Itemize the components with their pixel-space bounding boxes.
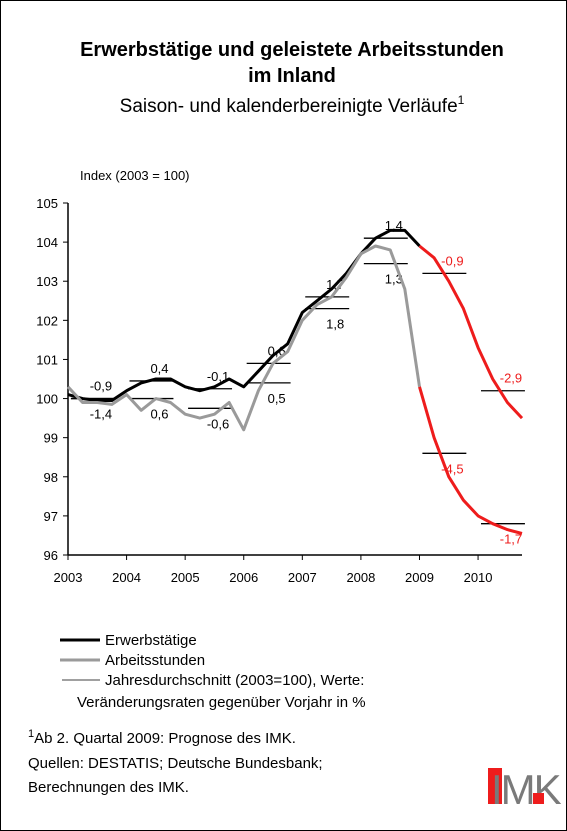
y-tick-label: 100 bbox=[36, 392, 58, 407]
y-tick-label: 103 bbox=[36, 274, 58, 289]
logo: IMK bbox=[491, 766, 562, 813]
y-tick-label: 105 bbox=[36, 196, 58, 211]
legend-label: Jahresdurchschnitt (2003=100), Werte: bbox=[105, 672, 364, 689]
source: Quellen: DESTATIS; Deutsche Bundesbank; bbox=[28, 755, 323, 772]
legend-label: Erwerbstätige bbox=[105, 632, 197, 649]
annual-change-label: 0,5 bbox=[268, 391, 286, 406]
annual-change-label: 0,4 bbox=[150, 361, 168, 376]
annual-change-label: -0,9 bbox=[90, 379, 112, 394]
source: Berechnungen des IMK. bbox=[28, 779, 189, 796]
logo-dot bbox=[533, 793, 544, 804]
y-tick-label: 96 bbox=[44, 548, 58, 563]
annual-change-label: -0,1 bbox=[207, 369, 229, 384]
footnote: 1Ab 2. Quartal 2009: Prognose des IMK. bbox=[28, 728, 296, 747]
x-tick-label: 2007 bbox=[288, 570, 317, 585]
annual-change-label: -2,9 bbox=[500, 371, 522, 386]
x-tick-label: 2010 bbox=[464, 570, 493, 585]
y-tick-label: 97 bbox=[44, 509, 58, 524]
series-line bbox=[418, 244, 524, 420]
legend-label: Arbeitsstunden bbox=[105, 652, 205, 669]
x-tick-label: 2005 bbox=[171, 570, 200, 585]
y-tick-label: 104 bbox=[36, 235, 58, 250]
footnote-marker: 1 bbox=[28, 728, 34, 740]
chart-subtitle: Saison- und kalenderbereinigte Verläufe1 bbox=[120, 93, 465, 117]
footnote-text: Ab 2. Quartal 2009: Prognose des IMK. bbox=[34, 730, 296, 747]
chart-title: Erwerbstätige und geleistete Arbeitsstun… bbox=[80, 39, 504, 61]
annual-change-label: -0,9 bbox=[441, 253, 463, 268]
annual-change-label: -1,7 bbox=[500, 532, 522, 547]
y-tick-label: 99 bbox=[44, 431, 58, 446]
y-tick-label: 98 bbox=[44, 470, 58, 485]
legend-label: Veränderungsraten gegenüber Vorjahr in % bbox=[77, 694, 366, 711]
chart-title: im Inland bbox=[248, 65, 336, 87]
x-tick-label: 2006 bbox=[229, 570, 258, 585]
x-tick-label: 2008 bbox=[346, 570, 375, 585]
y-tick-label: 101 bbox=[36, 352, 58, 367]
series-line bbox=[66, 244, 421, 432]
subtitle-note: 1 bbox=[458, 93, 465, 107]
annual-change-label: 0,6 bbox=[150, 407, 168, 422]
logo-block bbox=[488, 768, 502, 804]
x-tick-label: 2009 bbox=[405, 570, 434, 585]
x-tick-label: 2004 bbox=[112, 570, 141, 585]
subtitle-text: Saison- und kalenderbereinigte Verläufe bbox=[120, 96, 458, 117]
annual-change-label: -0,6 bbox=[207, 416, 229, 431]
annual-change-label: -1,4 bbox=[90, 407, 112, 422]
series-line bbox=[418, 386, 523, 535]
x-tick-label: 2003 bbox=[54, 570, 83, 585]
y-axis-label: Index (2003 = 100) bbox=[80, 168, 190, 183]
y-tick-label: 102 bbox=[36, 313, 58, 328]
annual-change-label: 1,8 bbox=[326, 317, 344, 332]
